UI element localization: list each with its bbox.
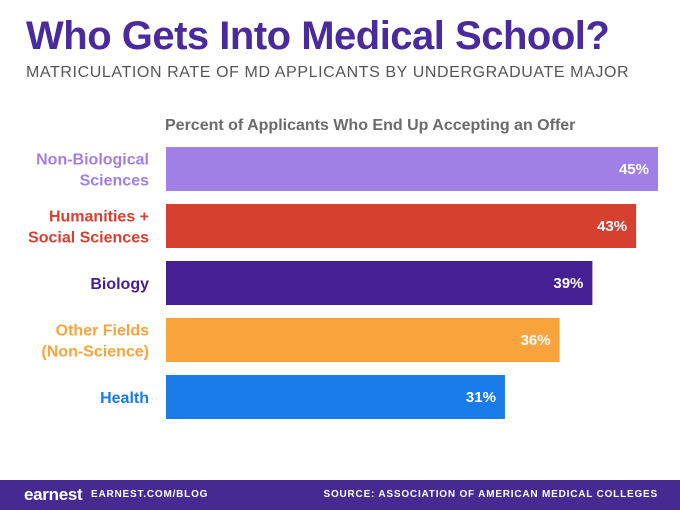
chart-title: Who Gets Into Medical School? [26, 14, 610, 58]
bar-4 [166, 375, 505, 419]
category-label-2: Biology [90, 276, 149, 293]
footer-bar: earnest EARNEST.COM/BLOG SOURCE: ASSOCIA… [0, 480, 680, 510]
bar-value-label-3: 36% [521, 332, 551, 349]
bar-3 [166, 318, 560, 362]
blog-link[interactable]: EARNEST.COM/BLOG [91, 489, 209, 500]
bar-1 [166, 204, 637, 248]
chart-subtitle: MATRICULATION RATE OF MD APPLICANTS BY U… [26, 64, 630, 81]
bar-value-label-0: 45% [619, 161, 649, 178]
category-label-4: Health [100, 390, 149, 407]
category-label-0: Non-Biological Sciences [36, 152, 149, 190]
category-label-1: Humanities + Social Sciences [28, 209, 149, 247]
bar-value-label-4: 31% [466, 389, 496, 406]
bar-value-label-2: 39% [553, 275, 583, 292]
bar-value-label-1: 43% [597, 218, 627, 235]
bar-chart: 45% Non-Biological Sciences 43% Humanities +… [28, 147, 658, 419]
bar-2 [166, 261, 593, 305]
category-label-3: Other Fields (Non-Science) [41, 323, 149, 361]
source-note: SOURCE: ASSOCIATION OF AMERICAN MEDICAL … [323, 489, 658, 500]
earnest-logo: earnest [24, 485, 83, 504]
chart-heading: Percent of Applicants Who End Up Accepti… [165, 117, 576, 134]
bar-0 [166, 147, 658, 191]
